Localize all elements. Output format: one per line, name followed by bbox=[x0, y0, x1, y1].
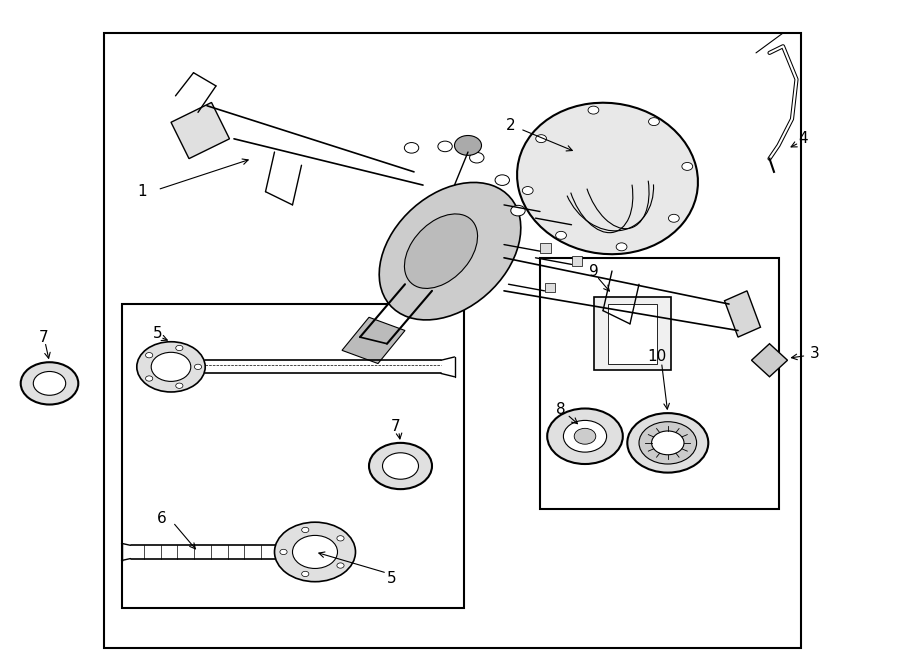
Ellipse shape bbox=[379, 182, 521, 320]
Bar bbox=[572, 256, 582, 266]
Text: 6: 6 bbox=[158, 512, 166, 526]
Bar bbox=[594, 297, 670, 370]
Circle shape bbox=[536, 135, 546, 143]
Text: 7: 7 bbox=[392, 419, 400, 434]
Circle shape bbox=[454, 136, 482, 155]
Circle shape bbox=[280, 549, 287, 555]
Circle shape bbox=[495, 175, 509, 186]
Circle shape bbox=[21, 362, 78, 405]
Circle shape bbox=[369, 443, 432, 489]
Circle shape bbox=[616, 243, 627, 251]
Text: 5: 5 bbox=[387, 571, 396, 586]
Bar bbox=[540, 204, 551, 213]
Bar bbox=[544, 283, 555, 292]
Ellipse shape bbox=[518, 102, 698, 254]
Circle shape bbox=[151, 352, 191, 381]
Circle shape bbox=[146, 352, 153, 358]
Circle shape bbox=[555, 231, 566, 239]
Circle shape bbox=[302, 527, 309, 533]
Bar bbox=[122, 304, 464, 608]
Text: 5: 5 bbox=[153, 327, 162, 341]
Circle shape bbox=[33, 371, 66, 395]
Circle shape bbox=[404, 143, 419, 153]
Bar bbox=[572, 217, 582, 226]
Bar bbox=[540, 243, 551, 253]
Circle shape bbox=[574, 428, 596, 444]
Polygon shape bbox=[724, 291, 760, 337]
Circle shape bbox=[382, 453, 418, 479]
Text: 3: 3 bbox=[810, 346, 819, 361]
Circle shape bbox=[176, 383, 183, 389]
Circle shape bbox=[337, 563, 344, 568]
Circle shape bbox=[682, 163, 693, 171]
Circle shape bbox=[649, 118, 660, 126]
Text: 2: 2 bbox=[506, 118, 515, 133]
Circle shape bbox=[669, 214, 680, 222]
Circle shape bbox=[146, 376, 153, 381]
Polygon shape bbox=[171, 102, 230, 159]
Circle shape bbox=[194, 364, 202, 369]
Circle shape bbox=[438, 141, 453, 151]
Circle shape bbox=[337, 535, 344, 541]
Circle shape bbox=[547, 408, 623, 464]
Text: 1: 1 bbox=[138, 184, 147, 199]
Circle shape bbox=[522, 186, 533, 194]
Bar bbox=[540, 258, 778, 509]
Circle shape bbox=[652, 431, 684, 455]
Text: 7: 7 bbox=[39, 330, 48, 344]
Ellipse shape bbox=[404, 214, 478, 288]
Circle shape bbox=[639, 422, 697, 464]
Circle shape bbox=[627, 413, 708, 473]
Circle shape bbox=[588, 106, 598, 114]
Circle shape bbox=[511, 206, 526, 216]
Circle shape bbox=[470, 153, 484, 163]
Text: 10: 10 bbox=[647, 350, 667, 364]
Bar bbox=[104, 33, 801, 648]
Circle shape bbox=[137, 342, 205, 392]
Polygon shape bbox=[342, 317, 405, 364]
Circle shape bbox=[292, 535, 338, 568]
Circle shape bbox=[302, 571, 309, 576]
Text: 4: 4 bbox=[798, 132, 807, 146]
Circle shape bbox=[563, 420, 607, 452]
Polygon shape bbox=[752, 344, 788, 377]
Circle shape bbox=[274, 522, 356, 582]
Bar bbox=[608, 304, 657, 364]
Circle shape bbox=[176, 345, 183, 350]
Text: 9: 9 bbox=[590, 264, 598, 278]
Text: 8: 8 bbox=[556, 403, 565, 417]
